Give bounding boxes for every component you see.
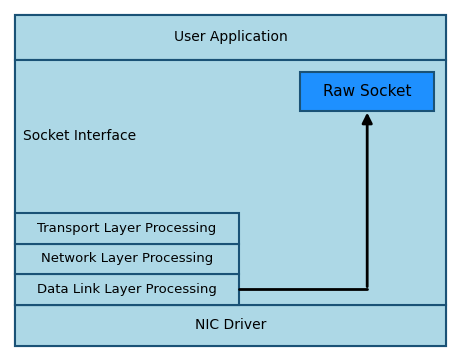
Text: Socket Interface: Socket Interface bbox=[23, 130, 136, 143]
Text: Raw Socket: Raw Socket bbox=[323, 84, 412, 99]
Bar bbox=[301, 72, 434, 111]
Text: NIC Driver: NIC Driver bbox=[195, 318, 266, 332]
Text: User Application: User Application bbox=[174, 30, 287, 44]
Bar bbox=[15, 15, 446, 60]
Bar bbox=[15, 244, 239, 274]
Bar bbox=[15, 60, 446, 305]
Bar bbox=[15, 213, 239, 244]
Text: Transport Layer Processing: Transport Layer Processing bbox=[37, 222, 217, 235]
Text: Data Link Layer Processing: Data Link Layer Processing bbox=[37, 283, 217, 296]
Text: Network Layer Processing: Network Layer Processing bbox=[41, 252, 213, 265]
Bar bbox=[15, 274, 239, 305]
Bar bbox=[15, 305, 446, 346]
